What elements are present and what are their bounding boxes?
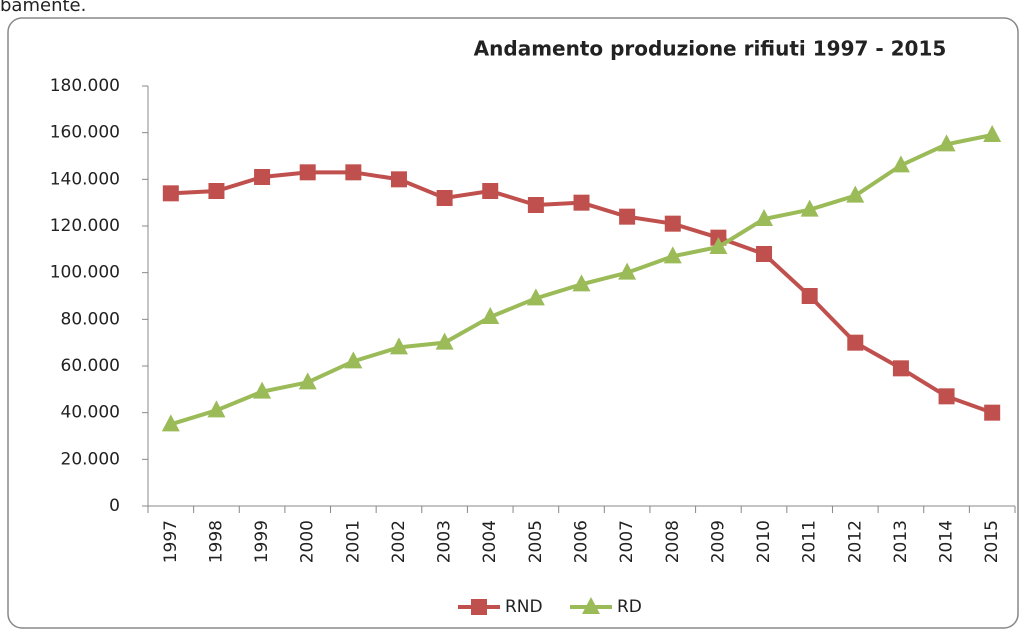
y-tick-label: 40.000 [61,403,120,423]
x-tick-label: 2005 [526,520,546,563]
data-point [482,183,499,199]
data-point [619,208,636,225]
data-point [390,171,407,188]
y-tick-label: 100.000 [50,263,120,283]
x-tick-label: 2015 [982,520,1002,563]
x-tick-label: 2013 [891,520,911,563]
data-point [436,190,453,206]
x-tick-label: 2004 [480,520,500,563]
data-point [481,307,500,324]
data-point [345,164,362,181]
data-point [891,155,910,173]
data-point [298,372,317,390]
data-point [435,332,454,350]
data-point [254,169,271,185]
y-tick-label: 0 [109,496,120,516]
x-tick-label: 2007 [617,520,637,563]
data-point [755,209,774,226]
x-tick-label: 1999 [252,520,272,563]
chart-title: Andamento produzione rifiuti 1997 - 2015 [474,37,947,61]
x-tick-label: 2012 [845,520,865,563]
data-point [161,414,180,432]
y-tick-label: 180.000 [50,76,120,96]
x-tick-label: 2001 [343,520,363,563]
x-tick-label: 2008 [663,520,683,563]
y-tick-label: 20.000 [61,449,120,469]
x-tick-label: 2010 [754,520,774,563]
data-point [618,262,637,280]
data-point [800,199,819,217]
data-point [526,288,545,306]
data-point [892,360,909,377]
y-tick-label: 80.000 [61,309,120,329]
data-point [983,125,1002,142]
data-point [207,400,226,418]
data-point [847,334,864,351]
y-tick-label: 60.000 [61,356,120,376]
x-tick-label: 2003 [435,520,455,563]
data-point [938,388,955,405]
x-tick-label: 1998 [206,520,226,563]
x-tick-label: 2011 [800,520,820,563]
data-point [709,237,728,254]
data-point [208,183,225,199]
y-tick-label: 160.000 [50,123,120,143]
data-point [573,194,590,211]
x-tick-label: 2006 [572,520,592,563]
chart-frame [7,17,1019,629]
x-tick-label: 2002 [389,520,409,563]
data-point [846,185,865,203]
legend-label: RD [617,597,642,617]
legend-label: RND [505,597,543,617]
data-point [253,381,272,399]
x-tick-label: 2009 [708,520,728,563]
data-point [299,164,316,181]
legend-marker [582,597,600,614]
legend-marker [471,599,487,615]
data-point [756,246,773,262]
y-tick-label: 120.000 [50,216,120,236]
data-point [344,351,363,369]
data-point [527,197,544,213]
y-tick-label: 140.000 [50,169,120,189]
data-point [664,215,681,232]
data-point [389,337,408,355]
data-point [572,274,591,292]
data-point [801,288,818,304]
data-point [984,404,1001,421]
data-point [663,246,682,264]
x-tick-label: 2000 [298,520,318,563]
data-point [937,134,956,152]
data-point [162,185,179,202]
x-tick-label: 1997 [161,520,181,563]
x-tick-label: 2014 [937,520,957,563]
caption-fragment: bamente. [0,0,86,16]
